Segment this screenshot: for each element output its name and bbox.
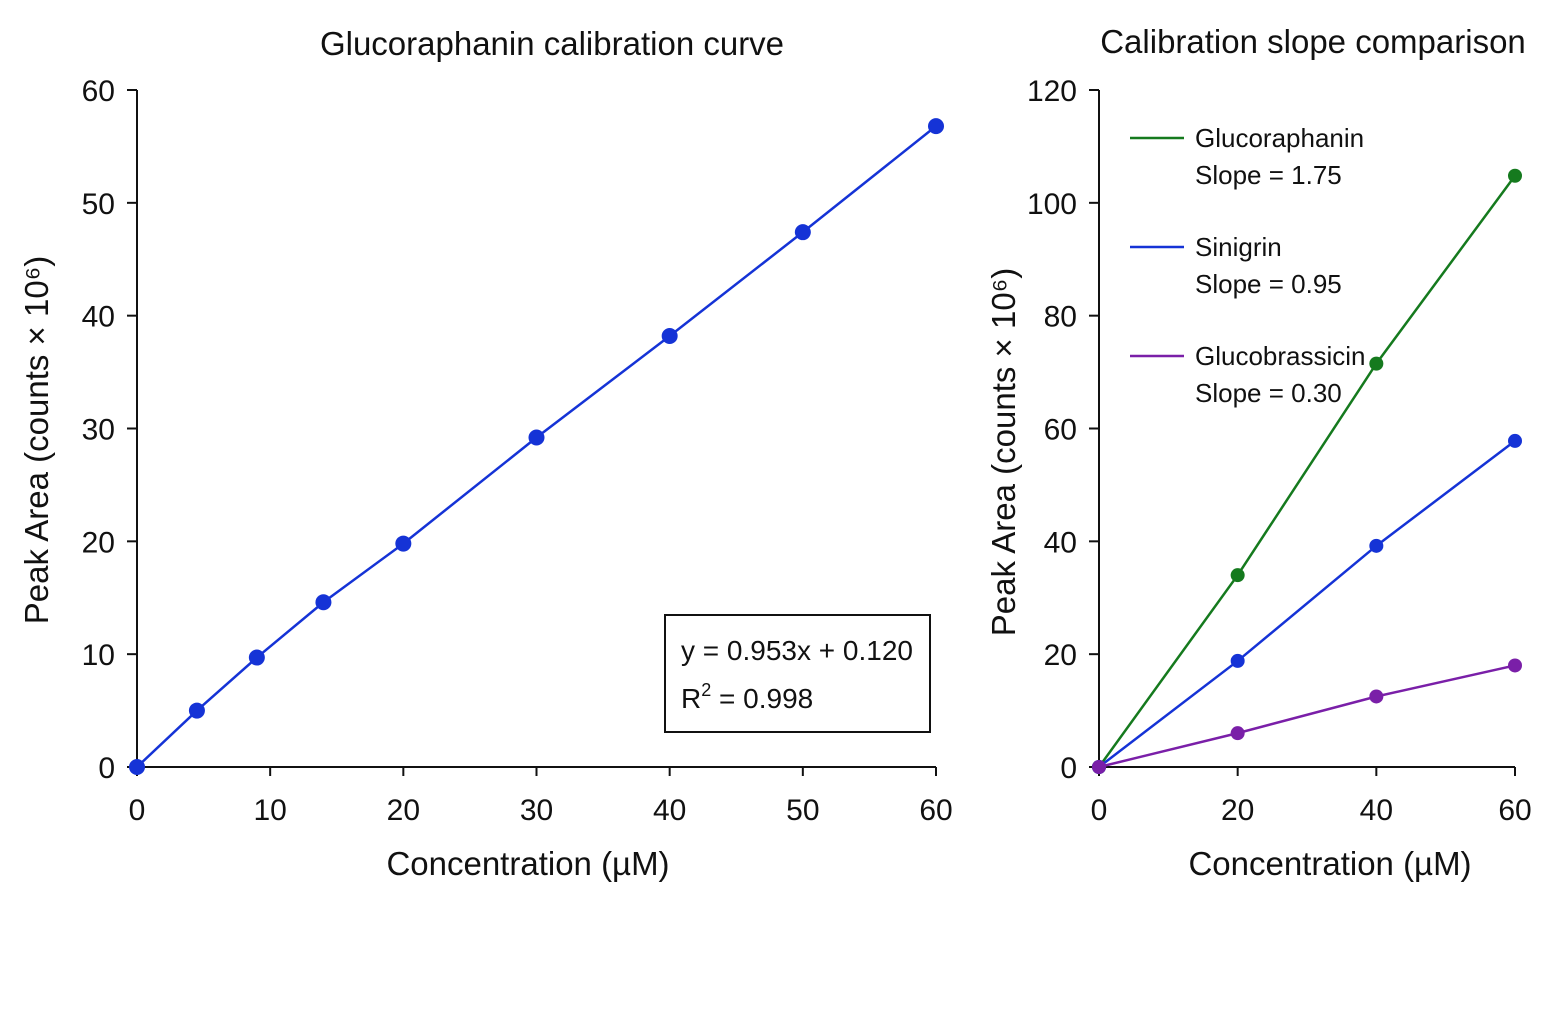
chart1-data-point: [528, 429, 545, 446]
chart2-data-point: [1230, 726, 1245, 741]
legend-slope-label: Slope = 1.75: [1195, 160, 1342, 190]
chart2-title: Calibration slope comparison: [1100, 23, 1526, 60]
chart2-x-tick-label: 20: [1221, 794, 1254, 827]
chart2-ticks: 0 20 40 60 0 20 40 60 80 100 120: [1027, 75, 1532, 827]
chart2-data-point: [1230, 568, 1245, 583]
chart1-ticks: 0 10 20 30 40 50 60 0 10 20 30 40 50 60: [82, 75, 953, 827]
chart2-y-tick-label: 120: [1027, 75, 1077, 108]
chart2-x-tick-label: 0: [1091, 794, 1108, 827]
equation-box: y = 0.953x + 0.120 R2 = 0.998: [664, 614, 931, 733]
chart2-y-tick-label: 80: [1044, 301, 1077, 334]
chart2-y-tick-label: 0: [1060, 752, 1077, 785]
legend-series-name: Glucobrassicin: [1195, 341, 1366, 371]
chart2-series-line-1: [1098, 439, 1516, 768]
chart2-data-point: [1508, 168, 1522, 183]
calibration-curve-chart: Glucoraphanin calibration curve Concentr…: [18, 25, 953, 882]
chart1-x-axis-label: Concentration (µM): [386, 845, 669, 882]
legend-series-name: Glucoraphanin: [1195, 123, 1364, 153]
chart1-data-point: [794, 224, 811, 241]
chart1-data-point: [248, 649, 265, 666]
chart1-title: Glucoraphanin calibration curve: [320, 25, 784, 62]
chart2-x-axis-label: Concentration (µM): [1188, 845, 1471, 882]
chart2-data-point: [1092, 760, 1106, 774]
r-squared-label: R: [681, 683, 701, 714]
chart1-y-tick-label: 60: [82, 75, 115, 108]
equation-text: y = 0.953x + 0.120: [681, 635, 913, 666]
chart1-y-tick-label: 40: [82, 301, 115, 334]
chart1-data-point: [661, 327, 678, 344]
chart2-series: [1092, 168, 1522, 774]
chart1-x-tick-label: 0: [129, 794, 146, 827]
chart1-y-tick-label: 50: [82, 188, 115, 221]
chart2-data-point: [1369, 689, 1384, 704]
chart2-y-tick-label: 40: [1044, 526, 1077, 559]
chart2-x-tick-label: 60: [1498, 794, 1531, 827]
chart1-y-tick-label: 10: [82, 639, 115, 672]
chart2-data-point: [1508, 433, 1522, 448]
legend-series-name: Sinigrin: [1195, 232, 1282, 262]
legend-slope-label: Slope = 0.95: [1195, 269, 1342, 299]
chart2-axes: [1098, 90, 1515, 768]
slope-comparison-chart: Calibration slope comparison Concentrati…: [985, 23, 1532, 882]
chart1-y-tick-label: 20: [82, 526, 115, 559]
chart2-y-tick-label: 60: [1044, 414, 1077, 447]
chart1-data-point: [315, 594, 332, 611]
chart2-y-axis-label: Peak Area (counts × 10⁶): [985, 268, 1022, 637]
chart2-data-point: [1369, 356, 1384, 371]
chart2-series-line-2: [1098, 664, 1516, 769]
equation-box-border: [664, 614, 931, 733]
chart1-x-tick-label: 20: [387, 794, 420, 827]
chart1-y-tick-label: 0: [98, 752, 115, 785]
chart1-x-tick-label: 30: [520, 794, 553, 827]
chart1-y-axis-label: Peak Area (counts × 10⁶): [18, 256, 55, 625]
chart1-x-tick-label: 60: [919, 794, 952, 827]
chart1-x-tick-label: 40: [653, 794, 686, 827]
legend-slope-label: Slope = 0.30: [1195, 378, 1342, 408]
chart2-y-tick-label: 100: [1027, 188, 1077, 221]
chart2-data-point: [1369, 538, 1384, 553]
chart2-data-point: [1508, 658, 1522, 673]
chart2-legend: Glucoraphanin Slope = 1.75 Sinigrin Slope =…: [1130, 123, 1366, 408]
chart2-y-tick-label: 20: [1044, 639, 1077, 672]
chart1-data-point: [188, 702, 205, 719]
chart1-data-point: [129, 759, 145, 775]
r-squared-value: = 0.998: [711, 683, 813, 714]
chart1-data-point: [928, 118, 944, 135]
r-squared-text: R2 = 0.998: [681, 680, 813, 714]
chart1-x-tick-label: 50: [786, 794, 819, 827]
chart1-data-point: [395, 535, 412, 552]
chart1-y-tick-label: 30: [82, 414, 115, 447]
chart2-data-point: [1230, 653, 1245, 668]
r-squared-superscript: 2: [701, 680, 711, 700]
chart1-x-tick-label: 10: [253, 794, 286, 827]
chart1-series: [129, 118, 944, 775]
chart2-series-line-0: [1097, 175, 1517, 768]
chart2-x-tick-label: 40: [1360, 794, 1393, 827]
